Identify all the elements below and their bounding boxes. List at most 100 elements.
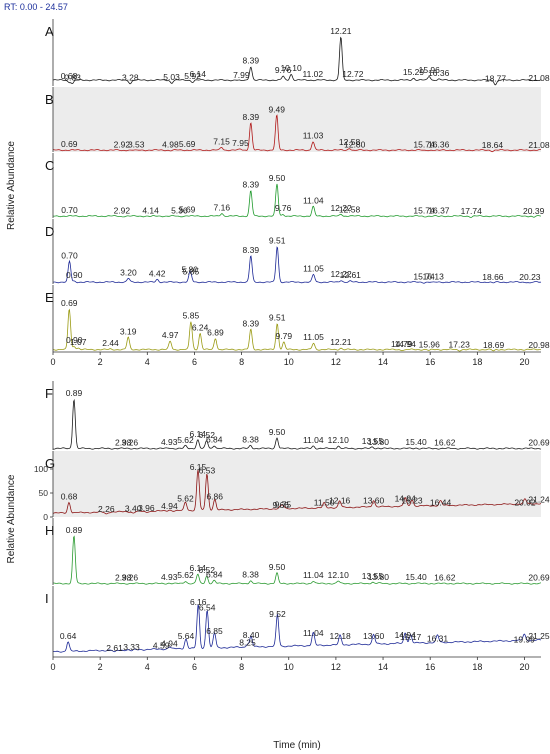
peak-label: 20.98 <box>528 340 550 350</box>
peak-label: 9.76 <box>275 203 292 213</box>
peak-label: 9.51 <box>269 235 286 245</box>
peak-label: 7.99 <box>233 70 250 80</box>
peak-label: 0.69 <box>61 298 78 308</box>
x-tick-label: 4 <box>145 662 150 672</box>
peak-label: 9.50 <box>269 427 286 437</box>
peak-label: 20.69 <box>528 573 550 583</box>
peak-label: 15.74 <box>413 140 435 150</box>
peak-label: 1.07 <box>70 337 87 347</box>
peak-label: 4.93 <box>161 572 178 582</box>
trace-line <box>52 114 542 153</box>
peak-label: 5.64 <box>178 631 195 641</box>
peak-label: 13.60 <box>363 631 385 641</box>
peak-label: 5.62 <box>177 570 194 580</box>
x-tick-label: 14 <box>378 662 388 672</box>
panel-letter: G <box>45 456 55 471</box>
panel-letter: B <box>45 92 54 107</box>
peak-label: 6.14 <box>189 429 206 439</box>
peak-label: 5.62 <box>177 494 194 504</box>
peak-label: 9.51 <box>269 313 286 323</box>
peak-label: 12.72 <box>342 69 364 79</box>
peak-label: 5.85 <box>183 311 200 321</box>
peak-label: 8.38 <box>242 434 259 444</box>
panel-b: 0.69 2.923.53 4.98 5.69 7.15 7.95 8.39 9.49 11.0… <box>45 87 550 153</box>
peak-label: 5.85 <box>183 266 200 276</box>
peak-label: 12.61 <box>340 270 362 280</box>
panel-letter: E <box>45 290 54 305</box>
panel-h: 0.89 2.983.26 4.93 5.626.146.526.84 8.38 9.50… <box>45 518 550 585</box>
peak-label: 8.39 <box>243 180 260 190</box>
peak-label: 15.96 <box>419 340 441 350</box>
peak-label: 3.40 <box>125 504 142 514</box>
peak-label: 6.86 <box>206 492 223 502</box>
peak-label: 5.36 <box>171 206 188 216</box>
peak-label: 9.52 <box>269 609 286 619</box>
peak-label: 6.54 <box>199 603 216 613</box>
peak-label: 13.60 <box>363 495 385 505</box>
y-tick-label: 50 <box>39 488 49 498</box>
y-axis-title-bottom: Relative Abundance <box>6 474 17 563</box>
peak-label: 2.92 <box>114 206 131 216</box>
peak-label: 14.79 <box>391 339 413 349</box>
peak-label: 18.66 <box>482 272 504 282</box>
panel-letter: C <box>45 158 54 173</box>
peak-label: 4.94 <box>161 639 178 649</box>
peak-label: 20.69 <box>528 437 550 447</box>
x-tick-label: 20 <box>519 662 529 672</box>
peak-label: 11.04 <box>303 435 324 445</box>
trace-line <box>52 469 542 515</box>
peak-label: 11.05 <box>303 332 324 342</box>
peak-label: 9.75 <box>275 499 292 509</box>
peak-label: 15.74 <box>413 272 435 282</box>
peak-label: 0.68 <box>61 71 78 81</box>
peak-label: 11.03 <box>303 131 324 141</box>
peak-label: 15.40 <box>405 572 427 582</box>
panel-c: 0.70 2.92 4.14 5.365.69 7.16 8.39 9.50 9.76 11.0… <box>45 153 545 218</box>
peak-label: 6.15 <box>190 462 207 472</box>
peak-label: 3.53 <box>128 140 145 150</box>
x-tick-label: 16 <box>425 357 435 367</box>
peak-label: 15.29 <box>403 67 425 77</box>
y-tick-label: 0 <box>43 512 48 522</box>
peak-label: 6.84 <box>206 570 223 580</box>
peak-label: 13.80 <box>368 572 390 582</box>
peak-label: 14.94 <box>395 494 417 504</box>
peak-label: 6.24 <box>192 322 209 332</box>
peak-label: 3.96 <box>138 503 155 513</box>
peak-label: 6.16 <box>190 597 207 607</box>
y-tick-label: 100 <box>34 464 48 474</box>
peak-label: 12.21 <box>330 26 352 36</box>
peak-label: 21.25 <box>528 631 550 641</box>
peak-label: 13.55 <box>362 571 384 581</box>
peak-label: 6.85 <box>206 626 223 636</box>
peak-label: 12.80 <box>344 140 366 150</box>
x-tick-label: 4 <box>145 357 150 367</box>
peak-label: 12.58 <box>339 205 361 215</box>
peak-label: 3.26 <box>122 437 139 447</box>
trace-line <box>53 535 541 585</box>
peak-label: 6.89 <box>207 327 224 337</box>
peak-label: 18.64 <box>482 140 504 150</box>
peak-label: 11.04 <box>303 570 324 580</box>
peak-label: 6.84 <box>206 434 223 444</box>
peak-label: 6.52 <box>198 565 215 575</box>
peak-label: 15.17 <box>400 632 422 642</box>
panel-letter: H <box>45 523 54 538</box>
panel-background <box>53 285 541 352</box>
peak-label: 20.23 <box>519 272 541 282</box>
peak-label: 16.37 <box>428 206 450 216</box>
peak-label: 21.08 <box>528 140 550 150</box>
peak-label: 3.33 <box>123 642 140 652</box>
peak-label: 11.04 <box>303 196 324 206</box>
peak-label: 7.95 <box>232 138 249 148</box>
panel-background <box>53 586 541 657</box>
peak-label: 8.39 <box>243 112 260 122</box>
x-tick-label: 20 <box>519 357 529 367</box>
peak-label: 7.16 <box>214 202 231 212</box>
peak-label: 9.49 <box>268 104 285 114</box>
panel-background <box>53 381 541 450</box>
panel-f: 0.89 2.983.26 4.93 5.626.146.526.84 8.38 9.50… <box>45 381 550 450</box>
peak-label: 8.38 <box>242 570 259 580</box>
peak-label: 16.62 <box>434 437 456 447</box>
peak-label: 15.23 <box>401 495 423 505</box>
